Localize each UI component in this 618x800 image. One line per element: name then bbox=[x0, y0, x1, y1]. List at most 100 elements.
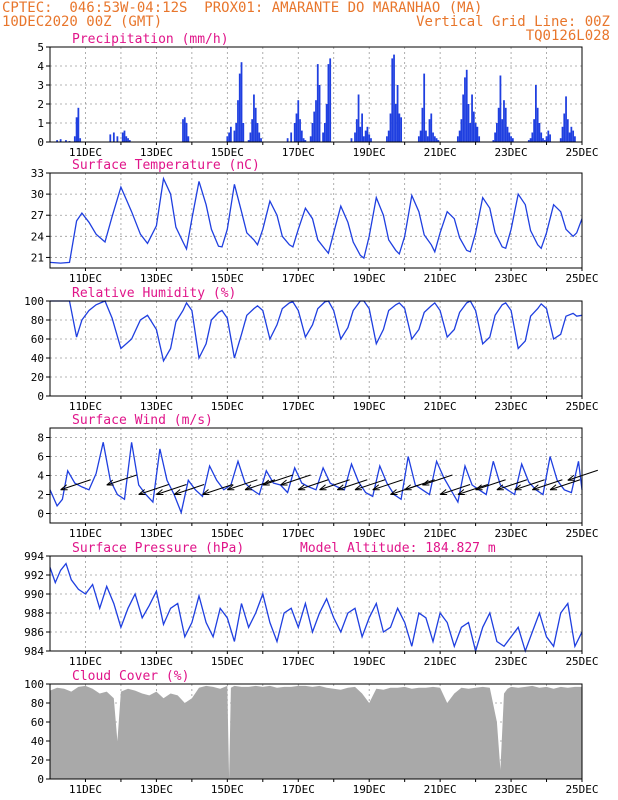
panel-5: 0 20 40 60 80 100 11DEC 13DEC 15DEC 17DEC 19DEC 21D… bbox=[24, 669, 598, 796]
precip-bar bbox=[494, 132, 496, 142]
wind-arrow bbox=[514, 479, 545, 491]
precip-bar bbox=[318, 85, 321, 142]
wind-arrow bbox=[280, 474, 311, 486]
wind-arrow bbox=[244, 479, 276, 491]
precip-bar bbox=[423, 73, 426, 142]
precip-bar bbox=[467, 104, 470, 142]
precip-bar bbox=[559, 138, 562, 142]
precip-bar bbox=[474, 123, 477, 142]
wind-arrow bbox=[549, 479, 581, 491]
precip-bar bbox=[256, 123, 259, 142]
wind-arrow-head bbox=[173, 489, 182, 495]
wind-arrow bbox=[156, 484, 187, 495]
y-tick-label: 986 bbox=[24, 626, 44, 639]
x-tick-label: 25DEC bbox=[565, 146, 598, 159]
y-tick-label: 0 bbox=[37, 136, 44, 149]
x-tick-label: 19DEC bbox=[353, 272, 386, 285]
precip-bar bbox=[393, 54, 395, 142]
precip-bar bbox=[355, 119, 358, 142]
precip-bar bbox=[497, 107, 500, 142]
y-tick-label: 60 bbox=[31, 716, 44, 729]
wind-arrow-head bbox=[404, 484, 412, 491]
precip-bar bbox=[127, 138, 129, 142]
wind-arrow bbox=[138, 484, 169, 495]
precip-bar bbox=[251, 119, 254, 142]
precip-bar bbox=[469, 123, 472, 142]
precip-bar bbox=[545, 136, 548, 142]
precip-bar bbox=[237, 100, 239, 142]
precip-bar bbox=[364, 130, 367, 142]
wind-arrow-head bbox=[532, 484, 540, 491]
precip-bar bbox=[568, 132, 571, 142]
precip-bar bbox=[109, 134, 112, 142]
x-tick-label: 13DEC bbox=[140, 146, 173, 159]
precip-bar bbox=[540, 132, 543, 142]
precip-bar bbox=[242, 123, 245, 142]
precip-bar bbox=[570, 126, 573, 142]
wind-arrow bbox=[567, 469, 598, 481]
precip-bar bbox=[260, 138, 262, 142]
precip-bar bbox=[350, 138, 353, 142]
x-tick-label: 19DEC bbox=[353, 655, 386, 668]
y-tick-label: 100 bbox=[24, 295, 44, 308]
series-line bbox=[50, 300, 583, 363]
precip-bar bbox=[437, 140, 440, 142]
x-tick-label: 15DEC bbox=[211, 655, 244, 668]
wind-arrow-head bbox=[514, 484, 522, 491]
precip-bar bbox=[456, 136, 459, 142]
panel-1: 21 24 27 30 33 11DEC 13DEC 15DEC 17DEC 19DEC 21DEC… bbox=[31, 158, 599, 285]
y-tick-label: 992 bbox=[24, 569, 44, 582]
wind-arrow-head bbox=[60, 484, 68, 491]
wind-arrow bbox=[227, 479, 258, 491]
y-tick-label: 988 bbox=[24, 607, 44, 620]
y-tick-label: 6 bbox=[37, 451, 44, 464]
y-tick-label: 80 bbox=[31, 314, 44, 327]
panel-frame bbox=[49, 300, 583, 397]
wind-arrow-head bbox=[496, 484, 504, 491]
precip-bar bbox=[394, 104, 397, 142]
precip-bar bbox=[293, 123, 296, 142]
precip-bar bbox=[547, 130, 550, 142]
precip-bar bbox=[386, 136, 388, 142]
panel-frame bbox=[49, 683, 583, 780]
precip-bar bbox=[187, 136, 190, 142]
y-tick-label: 21 bbox=[31, 251, 44, 264]
precip-bar bbox=[254, 107, 257, 142]
x-tick-label: 21DEC bbox=[424, 527, 457, 540]
precip-bar bbox=[398, 113, 401, 142]
panel-frame bbox=[49, 46, 583, 143]
wind-arrow-head bbox=[280, 479, 288, 486]
precip-bar bbox=[419, 130, 422, 142]
x-tick-label: 11DEC bbox=[69, 655, 102, 668]
precip-bar bbox=[249, 132, 252, 142]
x-tick-label: 13DEC bbox=[140, 655, 173, 668]
precip-bar bbox=[112, 132, 115, 142]
precip-bar bbox=[495, 123, 498, 142]
y-tick-label: 5 bbox=[37, 41, 44, 54]
precip-bar bbox=[460, 119, 463, 142]
wind-arrow bbox=[475, 479, 506, 491]
precip-bar bbox=[357, 94, 360, 142]
x-tick-label: 25DEC bbox=[565, 272, 598, 285]
y-tick-label: 2 bbox=[37, 489, 44, 502]
precip-bar bbox=[233, 130, 236, 142]
precip-bar bbox=[185, 123, 188, 142]
x-tick-label: 15DEC bbox=[211, 400, 244, 413]
x-tick-label: 21DEC bbox=[424, 272, 457, 285]
precip-bar bbox=[433, 136, 436, 142]
precip-bar bbox=[572, 130, 575, 142]
x-tick-label: 13DEC bbox=[140, 783, 173, 796]
x-tick-label: 13DEC bbox=[140, 400, 173, 413]
wind-arrow-head bbox=[567, 474, 575, 481]
precip-bar bbox=[302, 138, 305, 142]
x-tick-label: 17DEC bbox=[282, 527, 315, 540]
y-tick-label: 3 bbox=[37, 79, 44, 92]
y-tick-label: 27 bbox=[31, 209, 44, 222]
header-date: 10DEC2020 00Z (GMT) bbox=[2, 14, 163, 30]
precip-bar bbox=[462, 94, 465, 142]
precip-bar bbox=[391, 58, 394, 142]
precip-bar bbox=[432, 132, 434, 142]
x-tick-label: 17DEC bbox=[282, 146, 315, 159]
precip-bar bbox=[361, 113, 363, 142]
precip-bar bbox=[511, 138, 514, 142]
